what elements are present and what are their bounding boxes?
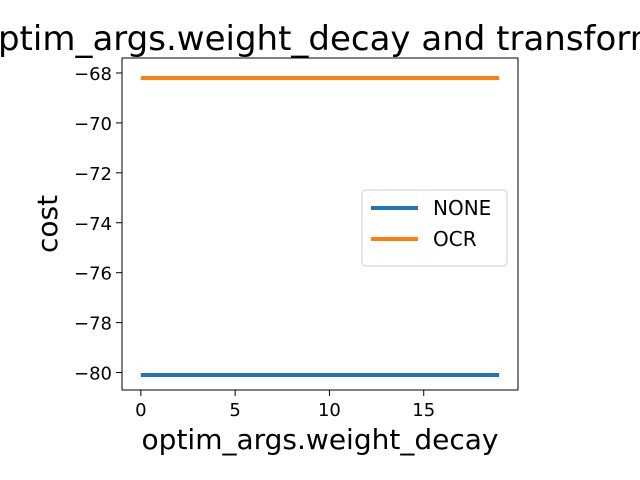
y-tick-label: −78 (74, 314, 112, 335)
y-tick-label: −74 (74, 214, 112, 235)
x-tick-label: 0 (135, 400, 146, 421)
y-tick-label: −76 (74, 264, 112, 285)
legend: NONE OCR (361, 189, 508, 267)
series-layer (140, 75, 500, 378)
x-tick-label: 15 (412, 400, 435, 421)
y-tick-label: −70 (74, 114, 112, 135)
plot-frame (121, 57, 519, 391)
legend-label: NONE (433, 196, 491, 220)
legend-label: OCR (433, 227, 477, 251)
x-axis-label: optim_args.weight_decay (142, 423, 499, 456)
y-axis-ticks: −80 −78 −76 −74 −72 −70 −68 (74, 64, 122, 385)
x-axis-ticks: 0 5 10 15 (135, 390, 435, 421)
y-tick-label: −72 (74, 164, 112, 185)
y-tick-label: −80 (74, 364, 112, 385)
y-tick-label: −68 (74, 64, 112, 85)
y-axis-label: cost (31, 195, 64, 253)
x-tick-label: 10 (318, 400, 341, 421)
chart-title: optim_args.weight_decay and transform (0, 19, 640, 59)
x-tick-label: 5 (229, 400, 240, 421)
